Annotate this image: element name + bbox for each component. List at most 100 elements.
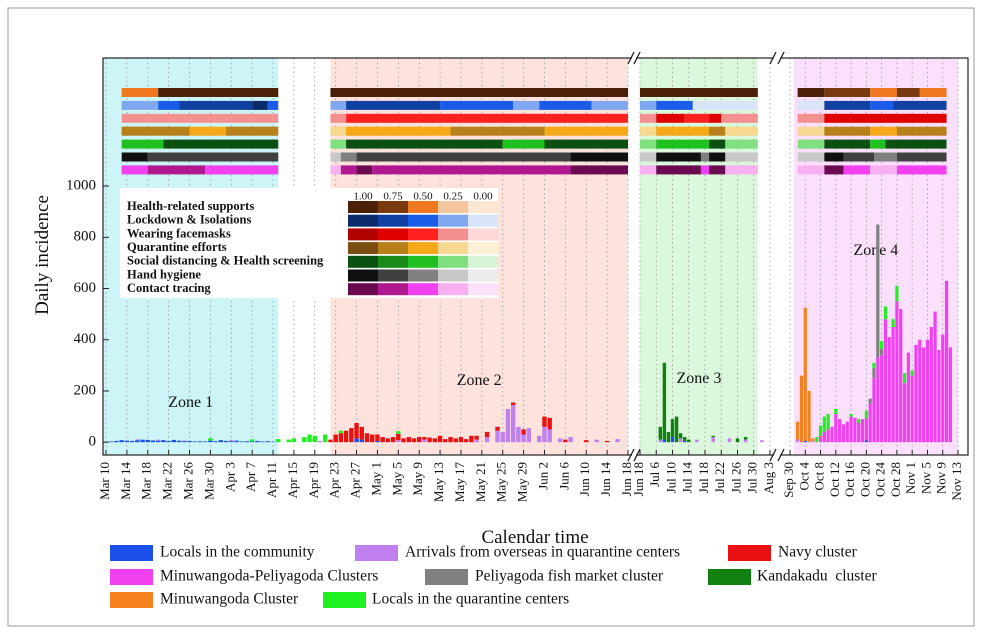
bar-segment <box>359 426 364 440</box>
bar-segment <box>662 362 667 440</box>
bar-segment <box>463 439 469 443</box>
bar-segment <box>542 416 547 427</box>
bar-segment <box>849 414 853 417</box>
bar-segment <box>312 435 317 443</box>
policy-cell <box>340 165 357 175</box>
x-tick-label: Aug 3 <box>761 462 776 494</box>
policy-label: Contact tracing <box>127 281 211 295</box>
zone-label: Zone 4 <box>853 242 898 259</box>
policy-cell <box>539 100 592 110</box>
zone-label: Zone 2 <box>457 372 502 389</box>
policy-cell <box>640 88 758 97</box>
policy-swatch <box>408 242 438 255</box>
policy-swatch <box>378 283 408 296</box>
bar-segment <box>375 434 380 441</box>
bar-segment <box>417 437 422 443</box>
axis-break-gap <box>632 56 636 60</box>
policy-cell <box>502 139 545 149</box>
policy-cell <box>121 165 148 175</box>
policy-cell <box>330 152 341 162</box>
bar-segment <box>187 440 192 443</box>
bar-segment <box>176 440 182 443</box>
bar-segment <box>448 437 453 443</box>
policy-swatch <box>438 228 468 241</box>
bar-segment <box>432 438 438 443</box>
bar-segment <box>895 301 899 443</box>
x-tick-label: May 1 <box>368 462 383 496</box>
policy-cell <box>121 100 159 110</box>
x-tick-label: Oct 20 <box>857 462 872 497</box>
bar-segment <box>674 416 679 443</box>
y-tick-label: 200 <box>74 382 97 398</box>
bar-segment <box>500 431 505 443</box>
policy-cell <box>896 152 947 162</box>
x-tick-label: Apr 11 <box>264 462 279 498</box>
bar-segment <box>244 441 250 443</box>
bar-segment <box>941 334 945 443</box>
policy-cell <box>824 88 871 97</box>
bar-segment <box>815 437 819 443</box>
policy-swatch <box>378 214 408 227</box>
bar-segment <box>197 441 203 443</box>
policy-swatch <box>438 214 468 227</box>
bar-segment <box>678 433 683 439</box>
bar-segment <box>317 440 323 443</box>
x-tick-label: Apr 7 <box>243 462 258 492</box>
policy-swatch <box>408 228 438 241</box>
bar-segment <box>129 440 135 443</box>
x-tick-label: Jul 6 <box>647 462 662 487</box>
x-tick-label: Nov 1 <box>903 462 918 494</box>
policy-cell <box>346 113 628 123</box>
bar-segment <box>857 419 861 423</box>
bar-segment <box>727 438 732 443</box>
bar-segment <box>495 430 500 443</box>
legend-label: Navy cluster <box>778 544 858 561</box>
policy-cell <box>656 165 701 175</box>
bar-segment <box>822 416 826 432</box>
legend-label: Minuwangoda-Peliyagoda Clusters <box>160 568 378 585</box>
bar-segment <box>375 440 380 443</box>
bar-segment <box>114 440 119 443</box>
bar-segment <box>338 433 344 443</box>
policy-cell <box>700 152 710 162</box>
policy-cell <box>700 165 710 175</box>
policy-cell <box>870 165 897 175</box>
axis-break-mark <box>627 448 635 462</box>
bar-segment <box>218 440 224 443</box>
policy-cell <box>709 126 726 136</box>
bar-segment <box>925 339 930 443</box>
policy-cell <box>870 139 886 149</box>
x-tick-label: Apr 27 <box>348 462 363 499</box>
x-tick-label: May 13 <box>431 462 446 502</box>
policy-swatch <box>438 283 468 296</box>
bar-segment <box>891 326 895 443</box>
policy-swatch <box>348 255 378 268</box>
policy-swatch <box>438 242 468 255</box>
policy-cell <box>640 139 657 149</box>
y-tick-label: 800 <box>74 229 97 245</box>
bar-segment <box>328 439 333 443</box>
axis-break-gap <box>774 453 780 457</box>
bar-segment <box>918 339 922 443</box>
x-tick-label: Apr 3 <box>222 462 237 492</box>
policy-cell <box>640 126 657 136</box>
axis-break-gap <box>774 56 780 60</box>
bar-segment <box>135 440 140 443</box>
bar-segment <box>872 367 876 379</box>
bar-segment <box>906 352 910 443</box>
x-tick-label: May 17 <box>452 462 467 503</box>
policy-cell <box>797 152 825 162</box>
x-tick-label: Apr 23 <box>327 462 342 498</box>
bar-segment <box>678 438 683 443</box>
policy-swatch <box>348 283 378 296</box>
policy-label: Hand hygiene <box>127 267 201 281</box>
bar-segment <box>229 441 234 443</box>
bar-segment <box>864 418 868 441</box>
axis-break-mark <box>627 51 635 65</box>
policy-cell <box>226 126 279 136</box>
bar-segment <box>662 439 667 443</box>
policy-cell <box>179 100 253 110</box>
bar-segment <box>880 341 884 349</box>
x-tick-label: Oct 4 <box>796 462 811 491</box>
bar-segment <box>922 347 926 443</box>
